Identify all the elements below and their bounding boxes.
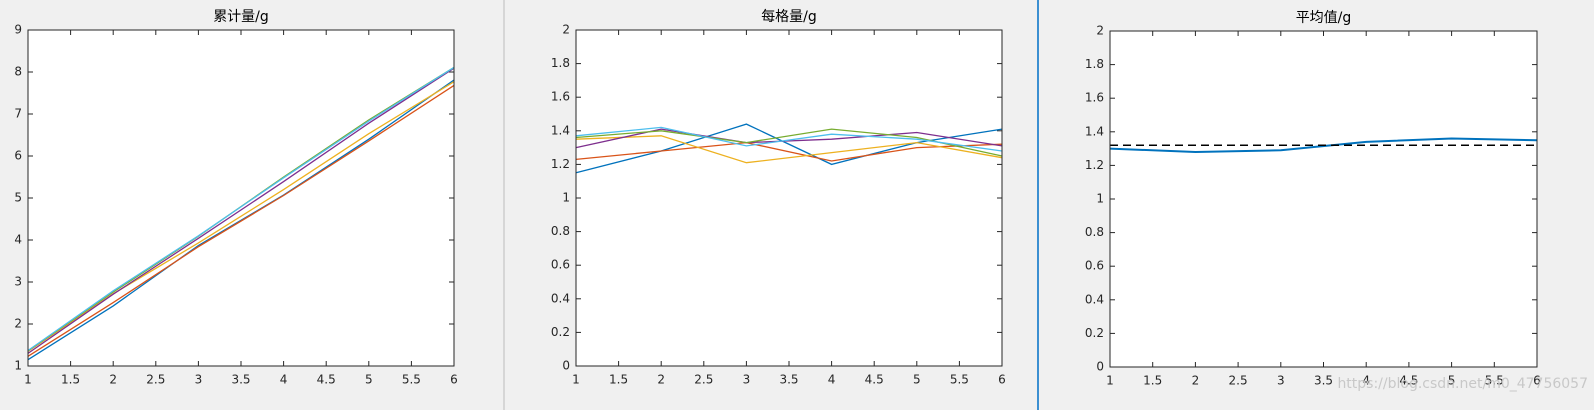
x-tick-label: 5 (365, 373, 373, 387)
y-tick-label: 0.8 (1085, 225, 1104, 239)
x-tick-label: 6 (1533, 374, 1541, 388)
y-tick-label: 0.6 (1085, 259, 1104, 273)
x-tick-label: 1 (1106, 374, 1114, 388)
x-tick-label: 1.5 (1143, 374, 1162, 388)
chart-title: 累计量/g (213, 9, 269, 25)
x-tick-label: 2.5 (146, 373, 165, 387)
y-tick-label: 1.8 (551, 56, 570, 70)
x-tick-label: 4 (280, 373, 288, 387)
data-line (575, 135, 1003, 164)
y-tick-label: 5 (14, 191, 22, 205)
y-tick-label: 4 (14, 233, 22, 247)
x-tick-label: 1.5 (61, 373, 80, 387)
y-tick-label: 1 (1096, 192, 1104, 206)
x-tick-label: 2 (109, 373, 117, 387)
plot-area (576, 30, 1002, 366)
x-tick-label: 3.5 (231, 373, 250, 387)
y-tick-label: 0 (562, 359, 570, 373)
data-line (575, 141, 1003, 162)
chart-title: 平均值/g (1296, 10, 1352, 26)
x-tick-label: 2.5 (694, 373, 713, 387)
x-tick-label: 2.5 (1229, 374, 1248, 388)
y-tick-label: 0.4 (551, 291, 570, 305)
x-tick-label: 3.5 (1314, 374, 1333, 388)
data-line (27, 66, 455, 352)
y-tick-label: 8 (14, 65, 22, 79)
x-tick-label: 5.5 (1485, 374, 1504, 388)
plot-area (28, 30, 454, 366)
x-tick-label: 3 (1277, 374, 1285, 388)
y-tick-label: 3 (14, 275, 22, 289)
x-tick-label: 4 (828, 373, 836, 387)
data-line (27, 67, 455, 354)
y-tick-label: 1.2 (1085, 158, 1104, 172)
x-tick-label: 4.5 (317, 373, 336, 387)
x-tick-label: 2 (657, 373, 665, 387)
y-tick-label: 2 (1096, 24, 1104, 38)
x-tick-label: 4.5 (865, 373, 884, 387)
axes-box (1109, 30, 1538, 368)
y-tick-label: 1.2 (551, 157, 570, 171)
y-tick-label: 0.2 (551, 325, 570, 339)
y-tick-label: 1 (562, 191, 570, 205)
y-tick-label: 7 (14, 107, 22, 121)
y-tick-label: 2 (14, 317, 22, 331)
x-tick-label: 4.5 (1399, 374, 1418, 388)
y-tick-label: 2 (562, 23, 570, 37)
x-tick-label: 4 (1362, 374, 1370, 388)
y-tick-label: 1.8 (1085, 57, 1104, 71)
y-tick-label: 1.4 (1085, 124, 1104, 138)
x-tick-label: 5.5 (950, 373, 969, 387)
y-tick-label: 0.8 (551, 224, 570, 238)
data-line (27, 84, 455, 357)
y-tick-label: 1.6 (551, 90, 570, 104)
x-tick-label: 6 (998, 373, 1006, 387)
axes-box (575, 29, 1003, 367)
y-tick-label: 0.2 (1085, 326, 1104, 340)
y-tick-label: 1 (14, 359, 22, 373)
y-tick-label: 9 (14, 23, 22, 37)
data-line (27, 79, 455, 361)
y-tick-label: 1.4 (551, 123, 570, 137)
x-tick-label: 2 (1192, 374, 1200, 388)
watermark: https://blog.csdn.net/m0_47756057 (1337, 376, 1588, 392)
x-tick-label: 3 (195, 373, 203, 387)
y-tick-label: 1.6 (1085, 91, 1104, 105)
plot-area (1110, 31, 1537, 367)
data-line (575, 126, 1003, 152)
x-tick-label: 1 (572, 373, 580, 387)
y-tick-label: 0.4 (1085, 292, 1104, 306)
y-tick-label: 0 (1096, 360, 1104, 374)
data-line (1109, 137, 1538, 154)
y-tick-label: 0.6 (551, 258, 570, 272)
x-tick-label: 5 (1448, 374, 1456, 388)
x-tick-label: 1 (24, 373, 32, 387)
chart-title: 每格量/g (761, 9, 817, 25)
x-tick-label: 3 (743, 373, 751, 387)
x-tick-label: 1.5 (609, 373, 628, 387)
x-tick-label: 3.5 (779, 373, 798, 387)
x-tick-label: 5.5 (402, 373, 421, 387)
x-tick-label: 5 (913, 373, 921, 387)
axes-box (27, 29, 455, 367)
y-tick-label: 6 (14, 149, 22, 163)
x-tick-label: 6 (450, 373, 458, 387)
